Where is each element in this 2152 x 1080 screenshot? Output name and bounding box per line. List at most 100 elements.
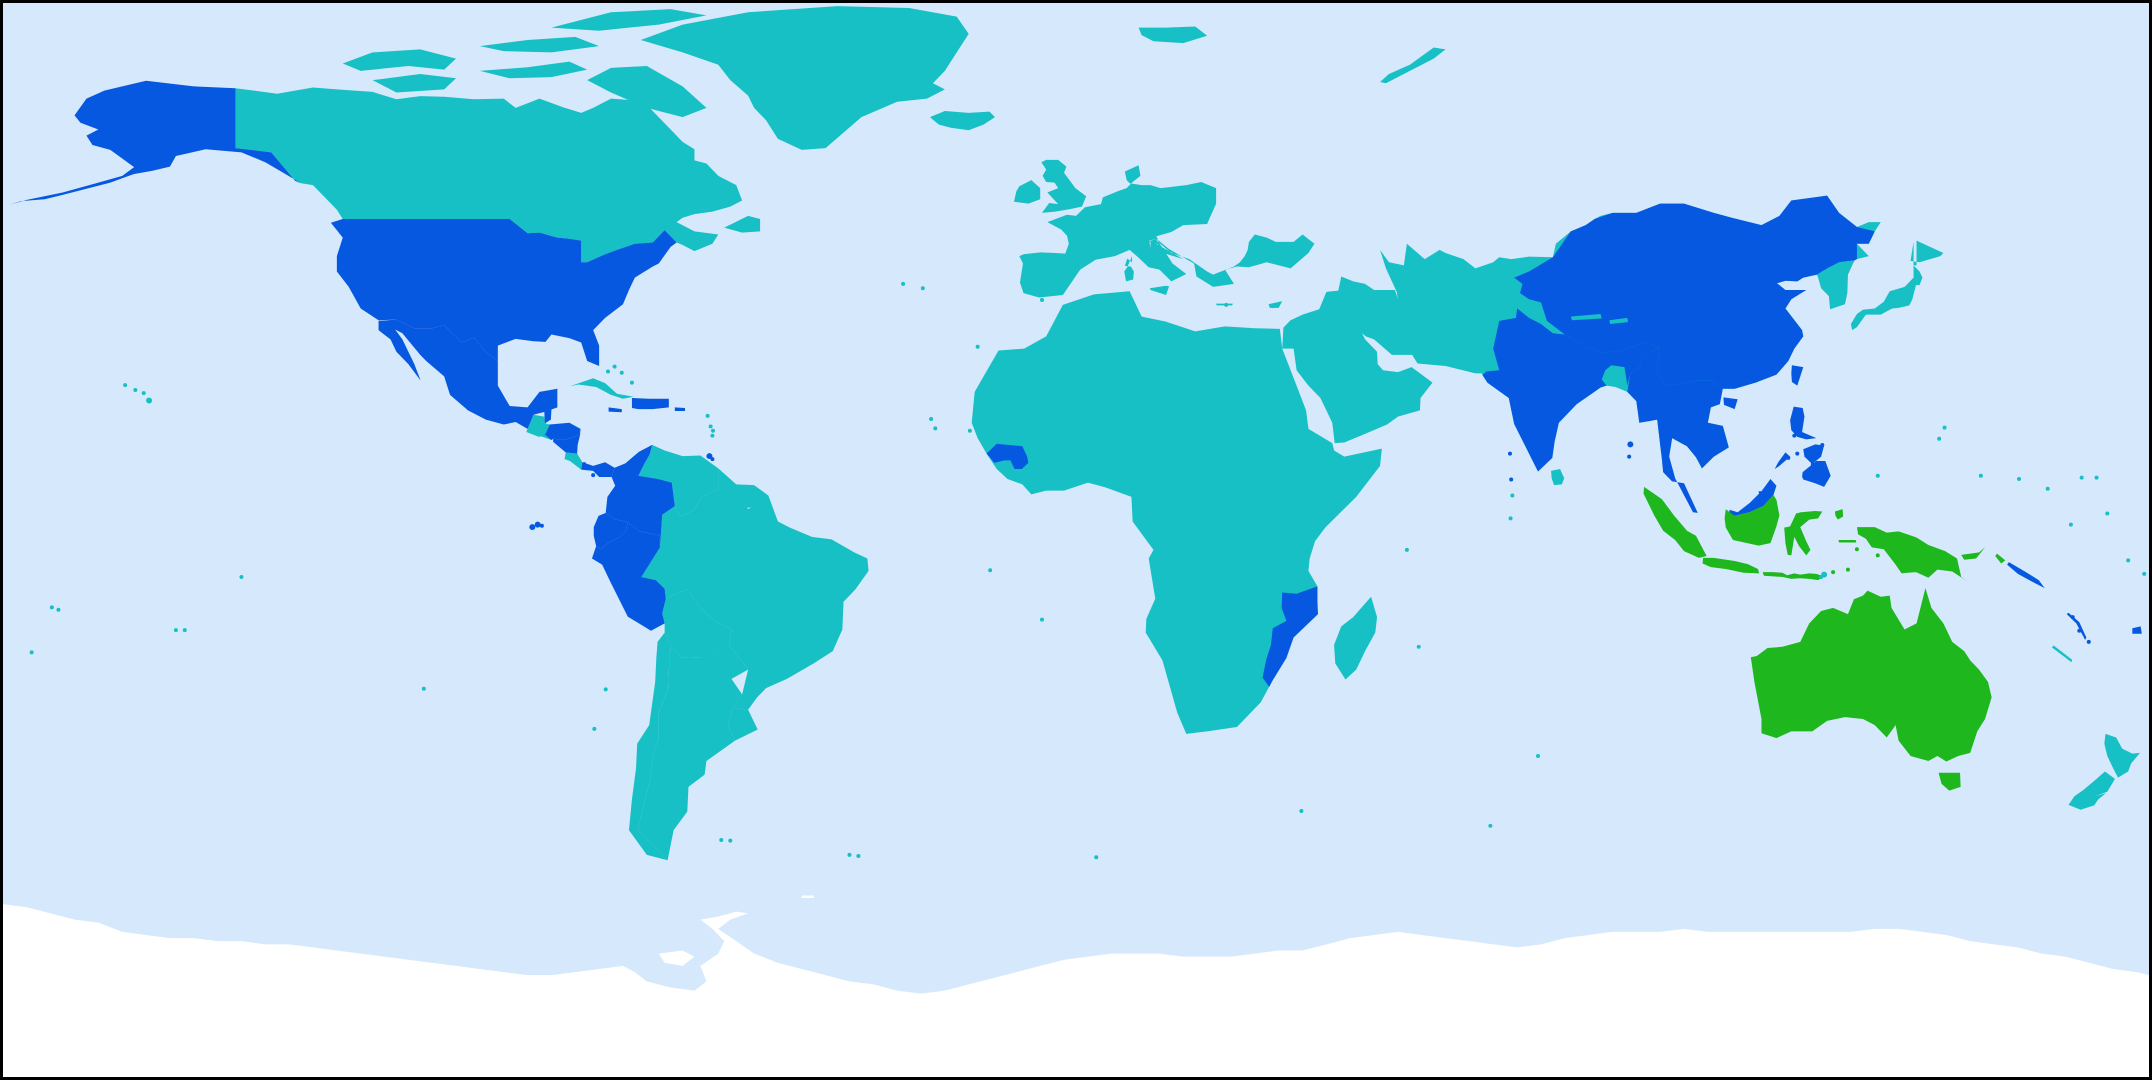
country-india: [1481, 308, 1659, 472]
country-philippines-visayas: [1803, 444, 1825, 465]
island-marker: [1270, 304, 1275, 309]
island-marker: [1854, 547, 1859, 552]
island-marker: [239, 575, 244, 579]
island-marker: [606, 369, 611, 374]
island-marker: [1224, 302, 1229, 307]
island-marker: [49, 605, 54, 610]
country-palawan: [1774, 452, 1791, 469]
island-marker: [1627, 441, 1634, 448]
island-marker: [1937, 436, 1942, 441]
country-vanuatu: [2066, 612, 2087, 641]
island-marker: [920, 286, 925, 291]
country-colombia: [605, 444, 675, 548]
country-sea-mainland: [1627, 346, 1729, 513]
country-guatemala: [526, 414, 550, 437]
country-philippines-mindanao: [1802, 461, 1831, 487]
country-ireland: [1013, 180, 1041, 204]
island-marker: [708, 424, 713, 429]
country-iceland: [929, 110, 995, 131]
island-marker: [1942, 425, 1947, 430]
world-map-svg: [3, 3, 2149, 1077]
country-newzealand-s: [2068, 771, 2115, 810]
country-usa: [330, 218, 677, 366]
country-peru: [591, 522, 666, 631]
country-chile: [628, 632, 671, 861]
country-bougainville: [1995, 553, 2006, 564]
island-marker: [967, 428, 972, 433]
country-ant-isl1: [801, 895, 814, 898]
country-baffin: [587, 65, 707, 118]
island-marker: [710, 457, 715, 462]
island-marker: [2017, 476, 2022, 481]
country-ant-penin-shelf: [658, 950, 695, 966]
island-marker: [2068, 522, 2073, 527]
island-marker: [1810, 462, 1815, 467]
country-antarctica: [3, 904, 2149, 1077]
island-marker: [1806, 450, 1811, 455]
island-marker: [534, 521, 541, 528]
island-marker: [1627, 454, 1632, 459]
island-marker: [933, 426, 938, 431]
country-jamaica: [608, 407, 622, 413]
island-marker: [182, 628, 187, 633]
island-marker: [2077, 628, 2082, 633]
country-halmahera: [1834, 509, 1844, 520]
country-tasmania: [1938, 772, 1961, 791]
country-brazil: [641, 468, 869, 710]
island-marker: [2070, 615, 2075, 620]
island-marker: [2142, 571, 2147, 576]
island-marker: [603, 687, 608, 692]
country-britain: [1041, 159, 1087, 213]
country-svalbard: [1138, 26, 1208, 44]
island-marker: [1536, 754, 1541, 758]
country-alaska: [8, 80, 302, 205]
island-marker: [1795, 451, 1800, 456]
island-marker: [847, 852, 852, 857]
island-marker: [529, 524, 536, 531]
island-marker: [1507, 451, 1512, 456]
island-marker: [2086, 639, 2091, 644]
country-guyanas: [718, 468, 769, 510]
island-marker: [1404, 547, 1409, 552]
antarctica-layer: [3, 895, 2149, 1077]
island-marker: [2079, 475, 2084, 480]
country-hispaniola: [631, 397, 669, 410]
country-puerto-rico: [674, 407, 685, 412]
island-marker: [56, 607, 61, 612]
island-marker: [1488, 823, 1493, 828]
island-marker: [592, 726, 597, 731]
island-marker: [728, 838, 733, 843]
country-malaysia-borneo: [1729, 478, 1777, 516]
country-mexico: [378, 319, 558, 429]
island-marker: [421, 686, 426, 691]
island-marker: [29, 650, 34, 655]
country-mozambique: [1262, 586, 1319, 687]
island-marker: [856, 854, 861, 859]
island-marker: [1875, 473, 1880, 478]
country-honduras: [543, 422, 581, 440]
island-marker: [988, 568, 993, 573]
country-paraguay: [704, 644, 749, 679]
country-cuba: [569, 378, 634, 399]
island-marker: [2126, 558, 2131, 563]
island-marker: [1831, 570, 1836, 575]
country-tibet-hole1: [1570, 314, 1602, 321]
island-marker: [901, 281, 906, 286]
country-java: [1702, 557, 1760, 574]
island-marker: [705, 413, 710, 418]
island-marker: [1510, 493, 1515, 498]
country-korea: [1816, 260, 1855, 310]
island-marker: [2105, 511, 2110, 516]
country-newbritain: [1961, 547, 1986, 560]
countries-layer-green: [29, 281, 2147, 860]
countries-layer-blue: [8, 80, 2142, 687]
country-borneo-id: [1724, 494, 1780, 546]
country-sumbawa-chain: [1762, 572, 1825, 581]
country-canada-arctic-c: [479, 36, 600, 53]
island-marker: [1792, 433, 1797, 438]
country-panama: [581, 462, 615, 478]
country-canada-arctic-b: [479, 61, 588, 79]
country-newcaledonia: [2051, 645, 2073, 663]
island-marker: [629, 380, 634, 385]
